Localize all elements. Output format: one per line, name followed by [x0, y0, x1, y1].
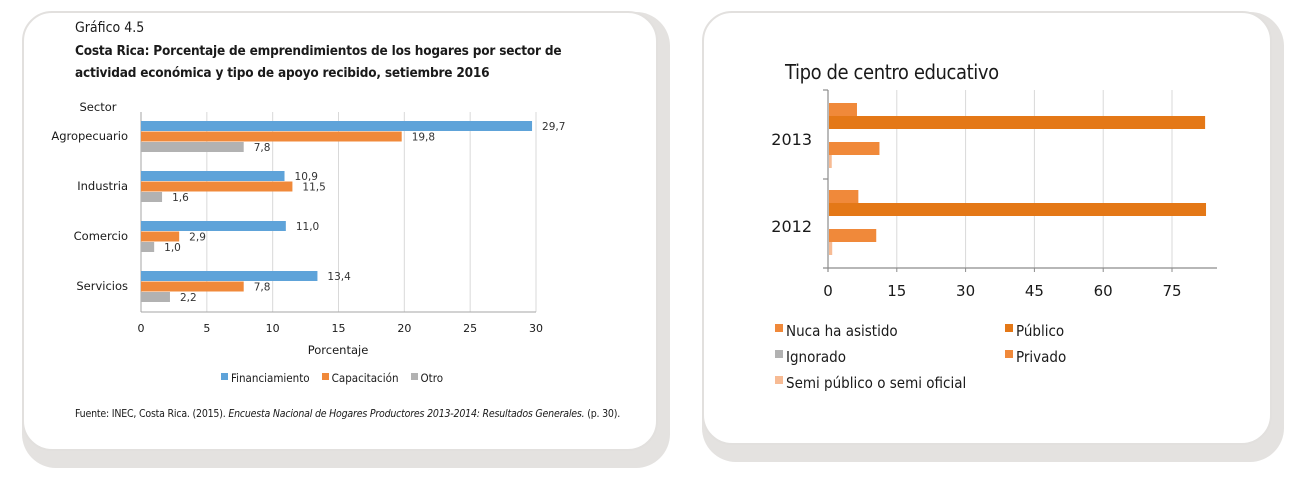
x-tick-label: 0 [138, 322, 145, 335]
bar [141, 231, 180, 242]
bar [141, 131, 402, 142]
data-label: 19,8 [412, 132, 435, 144]
bar [141, 292, 170, 302]
category-label: 2013 [771, 130, 812, 149]
bar [141, 192, 163, 202]
legend-item-semi-publico: Semi público o semi oficial [775, 374, 966, 392]
data-label: 29,7 [542, 121, 565, 133]
bar [829, 155, 832, 168]
legend-swatch [775, 324, 783, 332]
x-tick-label: 20 [397, 322, 411, 335]
x-axis-title: Porcentaje [308, 343, 369, 357]
bar [829, 229, 877, 242]
bar [829, 116, 1206, 129]
legend-swatch [321, 372, 329, 380]
x-tick-label: 30 [956, 282, 975, 300]
category-label: Agropecuario [51, 129, 128, 143]
legend-swatch [410, 372, 418, 380]
legend-label: Financiamiento [231, 371, 310, 385]
bar [829, 142, 880, 155]
data-label: 10,9 [295, 171, 318, 183]
category-label: Servicios [76, 279, 128, 293]
legend-label: Privado [1016, 348, 1067, 366]
legend-item-financiamiento: Financiamiento [221, 371, 310, 385]
bar [141, 242, 155, 252]
data-label: 1,0 [164, 242, 181, 254]
category-label: 2012 [771, 217, 812, 236]
data-label: 1,6 [172, 192, 189, 204]
legend-item-privado: Privado [1005, 348, 1066, 366]
x-tick-label: 45 [1025, 282, 1044, 300]
data-label: 11,5 [302, 182, 325, 194]
legend-swatch [775, 376, 783, 384]
category-label: Comercio [74, 229, 128, 243]
bar [141, 181, 293, 192]
legend-left: Financiamiento Capacitación Otro [221, 371, 443, 385]
legend-label: Capacitación [331, 371, 399, 385]
legend-label: Semi público o semi oficial [786, 374, 967, 392]
figure-number: Gráfico 4.5 [75, 20, 145, 36]
bar [141, 281, 244, 292]
x-tick-label: 0 [823, 282, 833, 300]
source-suffix: (p. 30). [584, 408, 620, 420]
legend-item-capacitacion: Capacitación [321, 371, 399, 385]
legend-swatch [221, 372, 228, 380]
bar [141, 271, 318, 281]
bar [829, 190, 859, 203]
data-label: 2,9 [189, 232, 206, 244]
data-label: 2,2 [180, 292, 197, 304]
data-label: 11,0 [296, 221, 319, 233]
legend-swatch [1005, 324, 1013, 332]
bar [829, 203, 1207, 216]
data-label: 13,4 [327, 271, 351, 283]
legend-item-ignorado: Ignorado [775, 348, 846, 366]
legend-item-nunca: Nuca ha asistido [775, 322, 898, 340]
bar [141, 171, 285, 181]
source-note: Fuente: INEC, Costa Rica. (2015). Encues… [75, 406, 625, 422]
source-title: Encuesta Nacional de Hogares Productores… [228, 408, 585, 420]
right-chart-card [702, 11, 1272, 445]
chart-title-left: Costa Rica: Porcentaje de emprendimiento… [75, 43, 562, 81]
bar [141, 121, 533, 131]
x-tick-label: 25 [463, 322, 477, 335]
data-label: 7,8 [254, 142, 271, 154]
legend-label: Otro [420, 371, 444, 385]
legend-item-otro: Otro [410, 371, 444, 385]
source-prefix: Fuente: INEC, Costa Rica. (2015). [75, 408, 229, 420]
bar [141, 142, 244, 152]
category-label: Industria [77, 179, 128, 193]
chart-title-right: Tipo de centro educativo [785, 60, 999, 84]
x-tick-label: 75 [1162, 282, 1181, 300]
legend-label: Ignorado [786, 348, 846, 366]
x-tick-label: 15 [332, 322, 346, 335]
bar [829, 103, 857, 116]
x-tick-label: 10 [266, 322, 280, 335]
data-label: 7,8 [254, 282, 271, 294]
legend-item-publico: Público [1005, 322, 1064, 340]
legend-label: Público [1016, 322, 1065, 340]
x-tick-label: 15 [887, 282, 906, 300]
y-axis-title: Sector [80, 100, 117, 114]
bar [141, 221, 286, 231]
x-tick-label: 60 [1094, 282, 1113, 300]
x-tick-label: 30 [529, 322, 543, 335]
x-tick-label: 5 [203, 322, 210, 335]
legend-label: Nuca ha asistido [786, 322, 898, 340]
legend-swatch [1005, 350, 1013, 358]
left-chart-card [22, 11, 658, 451]
legend-swatch [775, 350, 783, 358]
bar [829, 242, 833, 255]
